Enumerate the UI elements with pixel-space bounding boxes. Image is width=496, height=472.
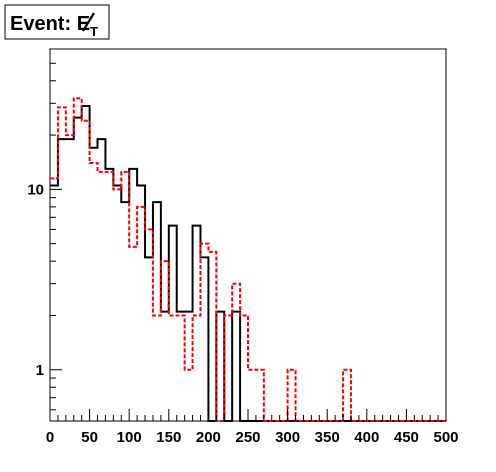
title-symbol: E <box>77 13 90 35</box>
histogram-series-2 <box>50 97 446 422</box>
series-layer <box>50 97 446 422</box>
x-axis-ticks <box>49 409 447 421</box>
x-axis-tick-labels: 0 50 100 150 200 250 300 350 400 450 500 <box>46 429 459 446</box>
chart-title: Event: ET <box>10 13 98 39</box>
x-tick-label: 500 <box>433 429 458 446</box>
histogram-series-1 <box>50 104 446 422</box>
title-box-frame <box>4 4 110 40</box>
x-tick-label: 300 <box>275 429 300 446</box>
x-tick-label: 100 <box>117 429 142 446</box>
y-axis-ticks <box>50 48 62 411</box>
title-slash <box>82 12 95 32</box>
x-tick-label: 200 <box>196 429 221 446</box>
title-subscript: T <box>90 24 98 39</box>
x-tick-label: 50 <box>81 429 98 446</box>
x-tick-label: 0 <box>46 429 54 446</box>
x-tick-label: 250 <box>235 429 260 446</box>
title-prefix: Event: <box>10 13 77 35</box>
x-tick-label: 400 <box>354 429 379 446</box>
x-tick-label: 350 <box>315 429 340 446</box>
y-tick-label: 1 <box>36 362 44 379</box>
x-tick-label: 450 <box>394 429 419 446</box>
x-tick-label: 150 <box>156 429 181 446</box>
y-axis-tick-labels: 1 10 <box>27 181 44 378</box>
title-box: Event: ET <box>4 4 110 40</box>
y-tick-label: 10 <box>27 181 44 198</box>
